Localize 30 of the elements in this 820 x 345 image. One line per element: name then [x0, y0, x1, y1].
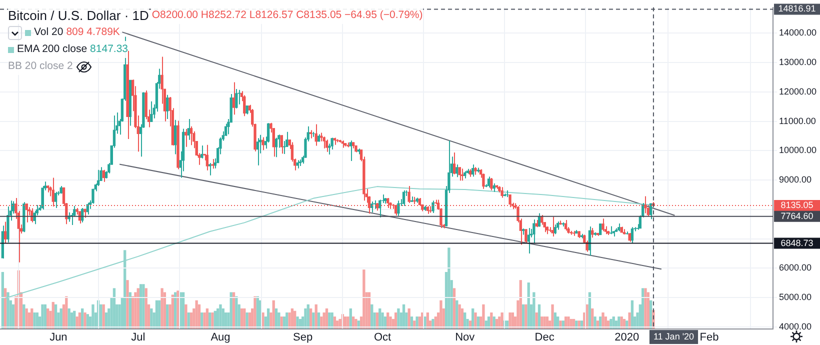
x-tick-label: Sep [293, 332, 313, 344]
annotation: 809 4.789K [66, 24, 120, 41]
ref-line-label: 6848.73 [780, 238, 814, 248]
legend-label: Vol 20 [34, 24, 64, 41]
ref-line-label: 14816.91 [778, 4, 816, 14]
annotation: O8200.00 H8252.72 L8126.57 C8135.05 −64.95 (−0.79%) [152, 7, 423, 24]
x-tick-label: Jul [131, 332, 146, 344]
ref-line-label: 8135.05 [780, 200, 814, 210]
y-tick-label: 5000.00 [779, 292, 812, 302]
x-tick-label: 2020 [614, 332, 640, 344]
y-tick-label: 12000.00 [779, 86, 817, 96]
x-tick-label: Dec [534, 332, 555, 344]
y-tick-label: 10000.00 [779, 145, 817, 156]
chart-title: Bitcoin / U.S. Dollar · 1D [8, 7, 149, 24]
legend-label: EMA 200 close [17, 41, 88, 58]
x-tick-label: Nov [455, 332, 476, 344]
annotation: 8147.33 [90, 41, 128, 58]
y-tick-label: 4000.00 [779, 321, 812, 332]
y-tick-label: 9000.00 [779, 174, 812, 185]
y-tick-label: 11000.00 [779, 116, 816, 126]
x-tick-label: Feb [700, 332, 719, 344]
ref-line-label: 7764.60 [780, 210, 814, 221]
x-tick-label: Oct [374, 332, 392, 344]
y-tick-label: 6000.00 [779, 262, 812, 273]
ref-line-label: 11 Jan '20 [653, 331, 694, 342]
annotation: BB 20 close 2 [8, 58, 73, 75]
x-tick-label: Aug [210, 332, 230, 344]
y-tick-label: 14000.00 [779, 28, 817, 38]
y-tick-label: 13000.00 [779, 57, 817, 68]
x-tick-label: Jun [50, 332, 68, 344]
